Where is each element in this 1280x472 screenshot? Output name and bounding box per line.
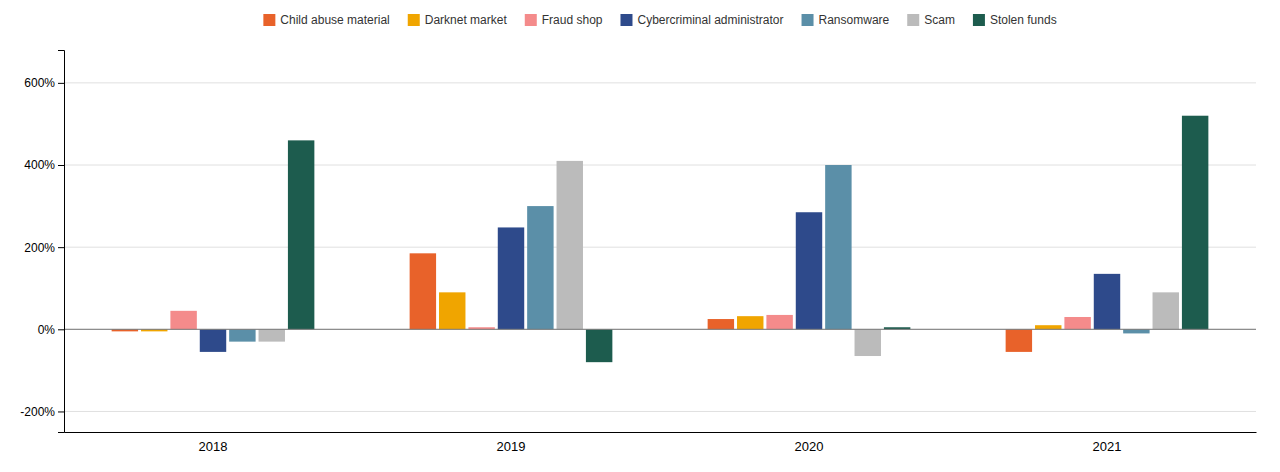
x-axis-line <box>65 432 1257 433</box>
legend-label: Darknet market <box>425 13 508 27</box>
y-tick: 200% <box>24 241 64 255</box>
legend-item: Cybercriminal administrator <box>620 13 783 27</box>
x-axis: 2018 2019 2020 2021 <box>65 433 1257 455</box>
y-tick-mark <box>58 329 64 330</box>
bar-series <box>200 212 1120 352</box>
bar <box>288 140 314 329</box>
y-tick: 400% <box>24 158 64 172</box>
legend-item: Darknet market <box>408 13 508 27</box>
y-tick-label: 200% <box>24 241 55 255</box>
y-tick: 0% <box>38 323 64 337</box>
bar <box>229 329 255 341</box>
bar <box>200 329 226 352</box>
legend-item: Stolen funds <box>973 13 1057 27</box>
legend-label: Child abuse material <box>280 13 389 27</box>
bar <box>1006 329 1032 352</box>
bar-series <box>259 161 1179 356</box>
y-tick-mark <box>58 83 64 84</box>
grid-line <box>64 411 1256 412</box>
bar <box>766 315 792 329</box>
y-axis-line <box>58 51 65 433</box>
bar <box>557 161 583 329</box>
bar <box>855 329 881 356</box>
bar-series <box>141 292 1061 331</box>
bar <box>825 165 851 329</box>
bar-series <box>229 165 1149 342</box>
y-axis: -200% 0% 200% 400% 600% <box>20 51 64 433</box>
bar <box>259 329 285 341</box>
y-tick-label: -200% <box>20 405 55 419</box>
y-tick-label: 0% <box>38 323 56 337</box>
y-tick-mark <box>58 247 64 248</box>
legend-label: Cybercriminal administrator <box>637 13 783 27</box>
bar <box>1094 274 1120 329</box>
bar <box>708 319 734 329</box>
x-tick: 2021 <box>1093 439 1122 454</box>
grid-line <box>64 165 1256 166</box>
bar <box>1035 325 1061 329</box>
bar <box>498 227 524 329</box>
bar-series <box>288 116 1208 362</box>
legend: Child abuse material Darknet market Fraud … <box>263 13 1056 27</box>
legend-label: Fraud shop <box>542 13 603 27</box>
bar <box>737 316 763 329</box>
grid <box>64 83 1256 412</box>
legend-swatch <box>802 14 814 26</box>
chart-svg: -200% 0% 200% 400% 600% 2018 2019 2020 2021 Child… <box>0 0 1280 472</box>
grid-line <box>64 82 1256 83</box>
y-tick-label: 600% <box>24 76 55 90</box>
zero-line <box>64 329 1256 330</box>
bar <box>410 253 436 329</box>
legend-item: Fraud shop <box>525 13 603 27</box>
y-tick-mark <box>58 411 64 412</box>
legend-item: Scam <box>907 13 955 27</box>
chart-container: -200% 0% 200% 400% 600% 2018 2019 2020 2021 Child… <box>0 0 1280 472</box>
legend-item: Ransomware <box>802 13 890 27</box>
bar <box>586 329 612 362</box>
x-tick: 2018 <box>199 439 228 454</box>
legend-swatch <box>525 14 537 26</box>
legend-swatch <box>973 14 985 26</box>
legend-item: Child abuse material <box>263 13 389 27</box>
bar <box>170 311 196 329</box>
legend-label: Stolen funds <box>990 13 1057 27</box>
legend-swatch <box>907 14 919 26</box>
x-tick-label: 2019 <box>497 439 526 454</box>
y-tick: -200% <box>20 405 64 419</box>
grid-line <box>64 329 1256 330</box>
grid-line <box>64 247 1256 248</box>
legend-label: Ransomware <box>819 13 890 27</box>
plot-area: -200% 0% 200% 400% 600% 2018 2019 2020 2021 <box>20 51 1256 455</box>
bar <box>1123 329 1149 333</box>
bar <box>1064 317 1090 329</box>
legend-swatch <box>620 14 632 26</box>
bar <box>1182 116 1208 330</box>
bar <box>439 292 465 329</box>
bar <box>1153 292 1179 329</box>
legend-swatch <box>408 14 420 26</box>
x-tick: 2020 <box>795 439 824 454</box>
y-tick: 600% <box>24 76 64 90</box>
bar <box>527 206 553 329</box>
legend-label: Scam <box>924 13 955 27</box>
y-tick-mark <box>58 165 64 166</box>
x-tick-label: 2020 <box>795 439 824 454</box>
bar <box>796 212 822 329</box>
bars <box>112 116 1209 362</box>
x-tick-label: 2018 <box>199 439 228 454</box>
x-tick-label: 2021 <box>1093 439 1122 454</box>
y-tick-label: 400% <box>24 158 55 172</box>
x-tick: 2019 <box>497 439 526 454</box>
legend-swatch <box>263 14 275 26</box>
